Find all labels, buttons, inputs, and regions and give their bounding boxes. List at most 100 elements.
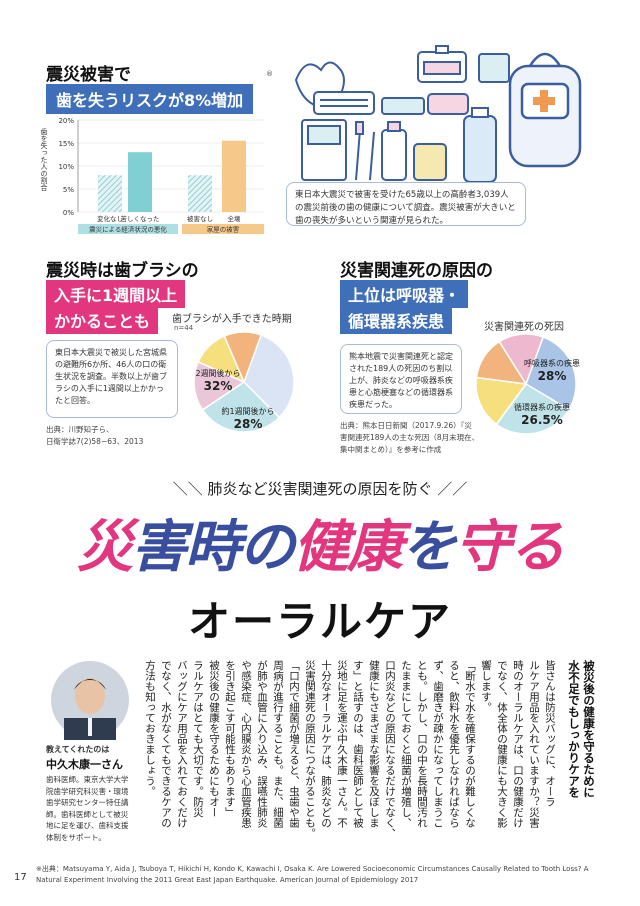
banner-subtitle-row: ＼＼ 肺炎など災害関連死の原因を防ぐ ／／ [140, 478, 500, 499]
banner-title-char: 害 [131, 515, 187, 580]
bar-3 [222, 140, 246, 212]
pie-slice-label: 約1週間後から [221, 406, 274, 416]
bar-group1-label: 震災による経済状況の悪化 [89, 225, 167, 234]
bar-1 [128, 152, 152, 212]
bar-chart-category: 全壊 [228, 214, 242, 223]
article-lead: 被災後の健康を守るために 水不足でもしっかりケアを [566, 660, 596, 840]
bar-group2-label: 家屋の被害 [207, 225, 240, 234]
article-line: や感染症、心内膜炎から心血管疾患 [240, 660, 252, 828]
bar-2 [188, 175, 212, 212]
bar-0 [98, 175, 122, 212]
bar-group2-band [182, 224, 264, 234]
bottle-icon [381, 121, 447, 181]
section3-band-line1: 上位は呼吸器・ [340, 280, 469, 308]
section2-note: 東日本大震災で被災した宮城県の避難所6か所、46人の口の衛生状況を調査。半数以上… [46, 340, 178, 418]
toothbrush-icon [355, 121, 375, 181]
wet-wipes-icon [301, 119, 347, 181]
bar-chart-category: 被害なし [187, 214, 213, 223]
article-line: 皆さんは防災バッグに、オーラ [544, 660, 556, 807]
section3-note: 熊本地震で災害関連死と認定された189人の死因のち割以上が、肺炎などの呼吸器系疾… [340, 344, 462, 414]
section2-title: 震災時は歯ブラシの [46, 261, 199, 281]
article-line: 口内炎などの原因になるだけでなく、 [384, 660, 396, 839]
pie-slice-4 [498, 333, 545, 386]
bar-chart-ytick: 20% [58, 117, 74, 125]
pie-slice-value: 26.5% [521, 413, 563, 427]
banner-title-char: 時 [185, 515, 241, 580]
banner-title-char: る [509, 515, 565, 580]
banner-subtitle: 肺炎など災害関連死の原因を防ぐ [207, 480, 433, 498]
bar-chart-ytick: 0% [63, 209, 74, 217]
pie-slice-label: 循環器系の疾患 [514, 402, 570, 412]
pie-slice-0 [243, 334, 295, 419]
article-line: 被災後の健康を守るためにもオー [208, 660, 220, 818]
banner-title-char: を [401, 515, 457, 580]
banner-title-char: 康 [347, 515, 403, 580]
article-line: ラルケアはとても大切です。防災 [192, 660, 204, 818]
article-line: バッグにケア用品を入れておくだけ [176, 660, 188, 828]
footer-citation: ※出典：Matsuyama Y, Aida J, Tsuboya T, Hiki… [36, 865, 589, 884]
pie-slice-0 [525, 336, 577, 411]
pie-slice-1 [495, 383, 570, 435]
bar-group1-band [78, 224, 178, 234]
pie-slice-value: 32% [204, 379, 233, 393]
pie-slice-value: 28% [234, 417, 263, 431]
doctor-caption: 教えてくれたのは [46, 745, 110, 754]
pie-slice-2 [193, 360, 246, 411]
section2-band-line1: 入手に1週間以上 [46, 280, 186, 308]
bar-chart-category: 変化なし [97, 214, 123, 223]
section3-band-line2: 循環器系疾患 [340, 306, 453, 334]
section2-source-line1: 出典：川野知子ら、 [46, 425, 114, 434]
section1-note: 東日本大震災で被害を受けた65歳以上の高齢者3,039人の震災前後の歯の健康につ… [286, 182, 526, 226]
slash-right-icon: ／／ [437, 480, 468, 498]
article-line: 災地に足を運ぶ中久木康一さん。不 [336, 660, 348, 828]
article-line: 響します。 [480, 660, 492, 713]
pie1-n: n=44 [174, 324, 194, 332]
section3-source-line3: 集中関まとめ）』を参考に作成 [340, 445, 442, 454]
disaster-supplies-illustration [294, 45, 582, 183]
section3-title: 災害関連死の原因の [340, 261, 493, 281]
banner-title-char: の [239, 515, 295, 580]
banner-title-char: 健 [293, 515, 349, 580]
article-line: とも。しかし、口の中を長時間汚れ [416, 660, 428, 828]
article-line: 災害関連死の原因につながることも。 [304, 660, 316, 839]
pie-slice-label: 呼吸器系の疾患 [524, 358, 580, 368]
registered-mark: ® [266, 70, 273, 78]
bar-chart-category: 苦しくなった [121, 214, 160, 223]
section1-title: 震災被害で [46, 65, 131, 85]
article-line: でなく、水がなくてもできるケアの [160, 660, 172, 828]
article-line: 周病が進行することも。また、細菌 [272, 660, 284, 828]
pie-slice-1 [201, 381, 281, 433]
towel-icon [313, 91, 375, 115]
article-lead-line1: 被災後の健康を守るために [582, 660, 596, 798]
section2-band-line2: かかることも [46, 306, 159, 334]
page-number: 17 [14, 872, 27, 883]
water-bottle-icon [463, 107, 497, 183]
pie1-title: 歯ブラシが入手できた時期 [172, 314, 292, 325]
article-line: 「口内で細菌が増えると、虫歯や歯 [288, 660, 300, 828]
doctor-bio: 歯科医師。東京大学大学院歯学研究科災害・環境歯学研究センター特任講師。歯科医師と… [46, 775, 129, 842]
article-line: ると、飲料水を優先しなければなら [448, 660, 460, 828]
flashlight-icon [381, 93, 469, 115]
first-aid-box-icon [417, 45, 467, 83]
article-line: でなく、体全体の健康にも大きく影 [496, 660, 508, 828]
banner-title: 災害時の健康を守る [40, 502, 600, 583]
banner-title2: オーラルケア [187, 597, 452, 646]
section3-source-line2: 害関連死189人の主な死因（8月末現在、 [340, 433, 480, 442]
pie-slice-4 [223, 331, 263, 385]
pie-slice-2 [475, 376, 528, 426]
article-line: が肺や血管に入り込み、誤嚥性肺炎 [256, 660, 268, 828]
article-line: 方法も知っておきましょう。 [144, 660, 156, 797]
mask-icon [478, 53, 510, 83]
banner-title-char: 守 [455, 515, 511, 580]
article-line: を引き起こす可能性もあります」 [224, 660, 236, 818]
pie-slice-value: 28% [538, 369, 567, 383]
section3-source-line1: 出典：熊本日日新聞（2017.9.26）『災 [340, 421, 472, 430]
article-line: 十分なオーラルケアは、肺炎などの [320, 660, 332, 828]
article-body: 皆さんは防災バッグに、オーラ ルケア用品を入れていますか？災害 時のオーラルケアは、… [144, 660, 558, 848]
bar-chart-ytick: 15% [58, 140, 74, 148]
article-line: ルケア用品を入れていますか？災害 [528, 660, 540, 828]
doctor-name: 中久木康一さん [46, 758, 123, 771]
pie2-title: 災害関連死の死因 [484, 322, 564, 333]
